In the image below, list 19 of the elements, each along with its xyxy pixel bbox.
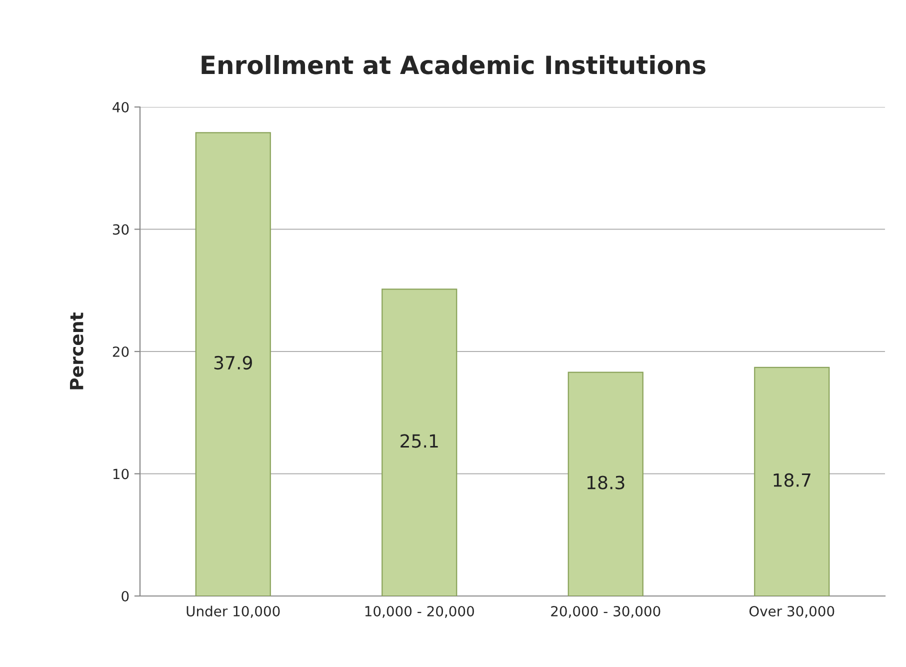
- x-tick-label: Under 10,000: [186, 606, 280, 618]
- bar: [568, 372, 644, 596]
- chart-title: Enrollment at Academic Institutions: [202, 55, 706, 74]
- y-axis-title: Percent: [70, 312, 84, 390]
- y-tick-label: 0: [122, 590, 129, 602]
- y-tick-label: 10: [113, 468, 129, 480]
- y-tick-label: 30: [112, 224, 129, 235]
- x-tick-label: Over 30,000: [749, 606, 834, 618]
- data-label: 25.1: [400, 434, 438, 448]
- y-tick-label: 40: [112, 102, 129, 112]
- y-tick-label: 20: [112, 346, 129, 357]
- data-label: 18.3: [588, 476, 624, 490]
- data-label: 18.7: [774, 473, 810, 487]
- bar: [754, 366, 830, 596]
- bar: [195, 132, 271, 596]
- x-tick-label: 20,000 - 30,000: [551, 606, 660, 618]
- data-label: 37.9: [214, 356, 252, 370]
- bar: [382, 288, 458, 596]
- x-tick-label: 10,000 - 20,000: [365, 606, 474, 618]
